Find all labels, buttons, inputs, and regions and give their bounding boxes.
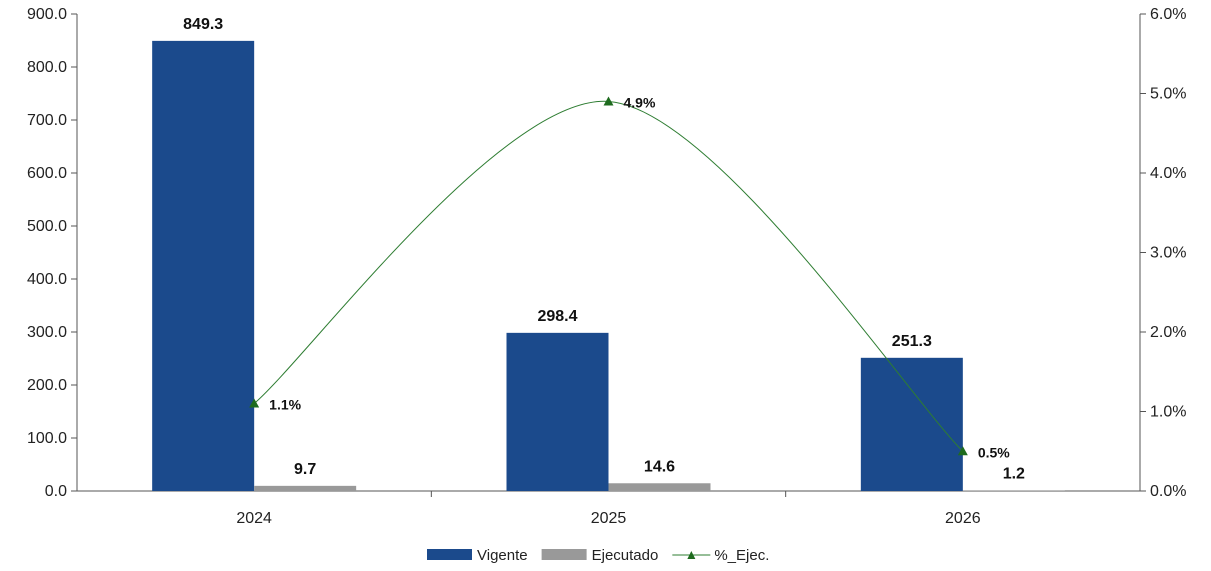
bar-ejecutado [254,485,357,491]
bar-vigente [506,332,609,491]
x-tick-label: 2025 [591,510,627,527]
bar-value-label: 298.4 [537,308,577,325]
y-right-tick-label: 2.0% [1150,324,1186,341]
legend-swatch [541,549,587,560]
percent-point [957,446,968,456]
bar-value-label: 251.3 [892,333,932,350]
legend-item-3: %_Ejec. [672,547,769,564]
legend-item-1: Vigente [427,547,528,564]
percent-line [249,96,968,456]
bar-vigente [152,40,255,491]
y-right-tick-label: 4.0% [1150,165,1186,182]
y-left-tick-label: 800.0 [27,59,67,76]
y-left-tick-label: 400.0 [27,271,67,288]
legend-item-2: Ejecutado [541,547,659,564]
y-right-tick-label: 6.0% [1150,6,1186,23]
y-right-tick-label: 3.0% [1150,245,1186,262]
legend-swatch [427,549,472,560]
axes: 0.0 100.0 200.0 300.0 400.0 500.0 600.0 700.0 80… [27,6,1187,527]
y-left-tick-label: 300.0 [27,324,67,341]
percent-point [603,96,614,106]
legend-marker [687,551,696,559]
bar-vigente [860,357,963,491]
bar-ejecutado [962,490,1065,491]
bar-value-label: 1.2 [1003,465,1025,482]
legend-label: %_Ejec. [714,547,769,564]
bar-value-label: 14.6 [644,458,675,475]
bar-value-label: 9.7 [294,461,316,478]
x-tick-label: 2026 [945,510,981,527]
data-labels: 849.3 298.4 251.3 9.7 14.6 1.2 1.1% 4.9% 0.5% [183,16,1025,482]
y-left-tick-label: 700.0 [27,112,67,129]
x-tick-label: 2024 [236,510,272,527]
bars [152,40,1065,491]
y-right-tick-label: 1.0% [1150,404,1186,421]
y-left-tick-label: 600.0 [27,165,67,182]
legend-label: Ejecutado [592,547,659,564]
y-left-tick-label: 100.0 [27,430,67,447]
y-left-tick-label: 0.0 [45,483,67,500]
percent-value-label: 0.5% [978,444,1010,460]
y-left-tick-label: 500.0 [27,218,67,235]
bar-value-label: 849.3 [183,16,223,33]
legend: Vigente Ejecutado %_Ejec. [427,547,769,564]
y-left-tick-label: 900.0 [27,6,67,23]
legend-label: Vigente [477,547,528,564]
y-right-tick-label: 5.0% [1150,86,1186,103]
y-left-tick-label: 200.0 [27,377,67,394]
percent-point [249,398,260,408]
bar-ejecutado [608,483,711,491]
percent-value-label: 4.9% [624,94,656,110]
percent-value-label: 1.1% [269,397,301,413]
y-right-tick-label: 0.0% [1150,483,1186,500]
